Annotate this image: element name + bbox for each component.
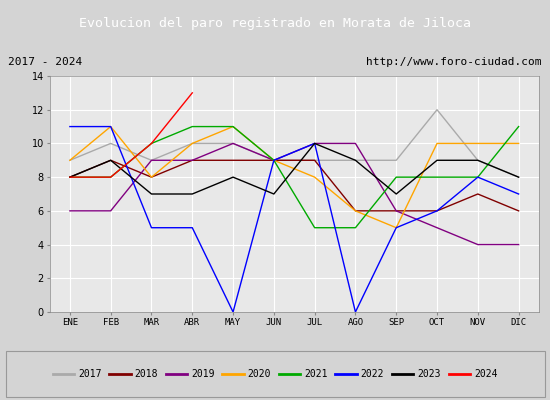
Text: http://www.foro-ciudad.com: http://www.foro-ciudad.com [366,57,542,67]
Text: 2017 - 2024: 2017 - 2024 [8,57,82,67]
Legend: 2017, 2018, 2019, 2020, 2021, 2022, 2023, 2024: 2017, 2018, 2019, 2020, 2021, 2022, 2023… [49,365,501,383]
Text: Evolucion del paro registrado en Morata de Jiloca: Evolucion del paro registrado en Morata … [79,18,471,30]
